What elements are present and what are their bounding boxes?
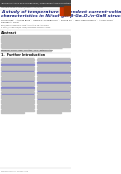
Bar [38, 59, 70, 60]
Bar [38, 62, 70, 63]
Bar [1, 62, 34, 63]
Bar [1, 82, 34, 83]
Bar [1, 44, 70, 45]
Bar [1, 34, 70, 35]
Text: A study of temperature dependent current-voltage (I-V-T): A study of temperature dependent current… [1, 10, 121, 14]
Bar [1, 36, 70, 37]
Bar [1, 79, 34, 80]
Bar [1, 105, 34, 106]
Bar [38, 77, 70, 78]
Bar [1, 74, 34, 75]
Bar [1, 90, 34, 91]
Bar [38, 79, 70, 80]
Text: Journal of Alloys and Compounds / Semiconductors in Electronics: Journal of Alloys and Compounds / Semico… [1, 3, 73, 4]
Bar [1, 39, 70, 40]
Bar [1, 84, 34, 85]
Text: Published online: 30 May 2018: Published online: 30 May 2018 [1, 171, 28, 172]
Bar [38, 84, 70, 85]
Bar [38, 67, 70, 68]
Text: 1.  Further Introduction: 1. Further Introduction [1, 53, 45, 57]
Text: Received: 12 February 2018; Accepted: 08 April 2018: Received: 12 February 2018; Accepted: 08… [1, 25, 49, 26]
Bar [1, 107, 34, 108]
Bar [38, 64, 70, 65]
Bar [1, 67, 34, 68]
Text: 2. http://xxx.doi.org/10.1016/j.xxx.xxxxx.xxxxx.2018.xxx: 2. http://xxx.doi.org/10.1016/j.xxx.xxxx… [1, 27, 50, 28]
Bar [1, 59, 34, 60]
Bar [1, 110, 34, 111]
Bar [38, 105, 70, 106]
Bar [38, 107, 70, 108]
Text: Keywords:  Ga₂O₃    GaN    Schottky    I-V-T    Heterojunction: Keywords: Ga₂O₃ GaN Schottky I-V-T Heter… [1, 50, 53, 51]
Bar [1, 97, 34, 98]
Bar [1, 72, 34, 73]
Bar [1, 57, 34, 58]
Bar [38, 110, 70, 111]
Bar [1, 112, 24, 113]
Bar [1, 77, 34, 78]
Bar [1, 43, 70, 44]
Bar [1, 50, 51, 51]
Text: characteristics in Ni/sol-gel β-Ga₂O₃/n-GaN structure: characteristics in Ni/sol-gel β-Ga₂O₃/n-… [1, 14, 121, 18]
Bar [1, 89, 34, 90]
Bar [1, 102, 34, 103]
Bar [38, 87, 70, 88]
Text: Salabah A. Umar¹: Salabah A. Umar¹ [1, 22, 19, 23]
Bar [0, 0, 71, 6]
Bar [1, 87, 34, 88]
Text: Available online: 14 2018 | elsevier.com/jac/loc: Available online: 14 2018 | elsevier.com… [1, 7, 43, 9]
Bar [38, 89, 70, 90]
Bar [1, 92, 34, 93]
Bar [38, 57, 70, 58]
Bar [1, 100, 34, 101]
Bar [60, 6, 70, 15]
Bar [38, 74, 70, 75]
Bar [38, 90, 70, 91]
Text: Qianyu Hao¹ ·  Alimed Baye¹ ·  Hamid S. Chamganlian¹ ·  Birang Xu¹ ·  Yaser Habe: Qianyu Hao¹ · Alimed Baye¹ · Hamid S. Ch… [1, 20, 113, 21]
Bar [38, 100, 70, 101]
Bar [64, 6, 70, 15]
Bar [38, 97, 70, 98]
Bar [1, 69, 34, 70]
Bar [38, 69, 70, 70]
Bar [38, 102, 70, 103]
Bar [38, 82, 70, 83]
Text: Abstract: Abstract [1, 30, 17, 34]
Bar [38, 112, 61, 113]
Bar [1, 46, 70, 47]
Bar [1, 41, 70, 42]
Bar [38, 72, 70, 73]
Bar [1, 64, 34, 65]
Bar [38, 92, 70, 93]
